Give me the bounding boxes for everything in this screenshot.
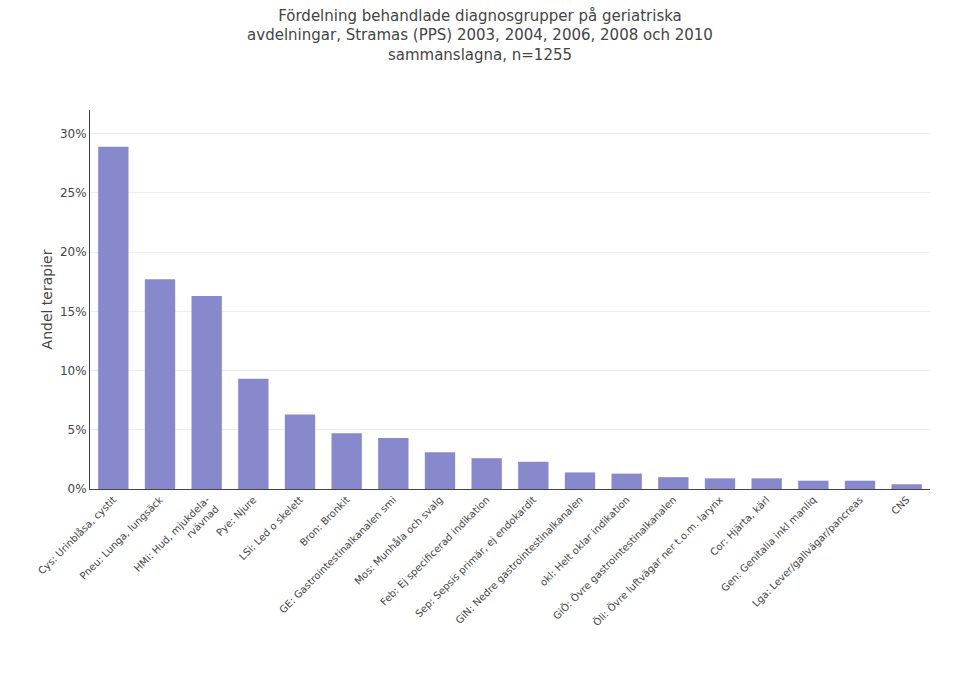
svg-text:Pye: Njure: Pye: Njure: [214, 494, 258, 538]
svg-text:Sep: Sepsis primär, ej endokar: Sep: Sepsis primär, ej endokardit: [413, 494, 538, 619]
svg-text:Gen: Genitalia inkl manliq: Gen: Genitalia inkl manliq: [719, 494, 818, 593]
svg-text:Pneu: Lunga, lungsäck: Pneu: Lunga, lungsäck: [78, 494, 166, 582]
svg-text:15%: 15%: [60, 305, 87, 319]
svg-text:Feb: Ej specificerad indikatio: Feb: Ej specificerad indikation: [378, 494, 491, 607]
svg-text:30%: 30%: [60, 127, 87, 141]
svg-text:GiÖ: Övre gastrointestinalkana: GiÖ: Övre gastrointestinalkanalen: [550, 493, 678, 621]
svg-text:Andel terapier: Andel terapier: [39, 249, 55, 349]
svg-text:HMi: Hud, mjukdela-rvävnad: HMi: Hud, mjukdela-rvävnad: [132, 494, 221, 583]
svg-text:CNS: CNS: [889, 494, 911, 516]
svg-text:Cor: Hjärta, kärl: Cor: Hjärta, kärl: [708, 494, 772, 558]
svg-text:GE: Gastrointestinalkanalen sm: GE: Gastrointestinalkanalen smi: [277, 494, 398, 615]
svg-text:LSi: Led o skelett: LSi: Led o skelett: [237, 494, 305, 562]
svg-text:10%: 10%: [60, 364, 87, 378]
svg-text:Bron: Bronkit: Bron: Bronkit: [298, 494, 352, 548]
svg-text:0%: 0%: [68, 482, 87, 496]
svg-text:Lga: Lever/gallvägar/pancreas: Lga: Lever/gallvägar/pancreas: [750, 494, 865, 609]
svg-text:5%: 5%: [68, 423, 87, 437]
svg-text:Cys: Urinblåsa, cystit: Cys: Urinblåsa, cystit: [35, 493, 118, 576]
svg-text:20%: 20%: [60, 245, 87, 259]
svg-text:okl: Helt oklar indikation: okl: Helt oklar indikation: [538, 494, 632, 588]
svg-text:GiN: Nedre gastrointestinalkan: GiN: Nedre gastrointestinalkanalen: [453, 494, 585, 626]
svg-text:25%: 25%: [60, 186, 87, 200]
svg-text:Mos: Munhåla och svalg: Mos: Munhåla och svalg: [352, 493, 445, 586]
svg-text:Fördelning behandlade diagnosg: Fördelning behandlade diagnosgrupper på …: [247, 7, 713, 64]
svg-text:Öli: Övre luftvägar ner t.o.m.: Öli: Övre luftvägar ner t.o.m. larynx: [590, 493, 725, 628]
